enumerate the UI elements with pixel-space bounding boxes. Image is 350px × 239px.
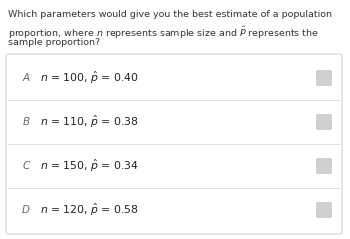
Text: $n$ = 110, $\hat{p}$ = 0.38: $n$ = 110, $\hat{p}$ = 0.38 bbox=[40, 114, 139, 130]
Text: $n$ = 100, $\hat{p}$ = 0.40: $n$ = 100, $\hat{p}$ = 0.40 bbox=[40, 70, 139, 86]
Text: Which parameters would give you the best estimate of a population: Which parameters would give you the best… bbox=[8, 10, 332, 19]
Text: $n$ = 120, $\hat{p}$ = 0.58: $n$ = 120, $\hat{p}$ = 0.58 bbox=[40, 202, 139, 218]
Text: D: D bbox=[22, 205, 30, 215]
FancyBboxPatch shape bbox=[316, 114, 331, 130]
Text: $n$ = 150, $\hat{p}$ = 0.34: $n$ = 150, $\hat{p}$ = 0.34 bbox=[40, 158, 139, 174]
FancyBboxPatch shape bbox=[316, 71, 331, 86]
FancyBboxPatch shape bbox=[316, 202, 331, 217]
FancyBboxPatch shape bbox=[6, 54, 342, 234]
Text: C: C bbox=[22, 161, 30, 171]
Text: A: A bbox=[22, 73, 29, 83]
Text: sample proportion?: sample proportion? bbox=[8, 38, 100, 47]
Text: B: B bbox=[22, 117, 29, 127]
FancyBboxPatch shape bbox=[316, 158, 331, 174]
Text: proportion, where $n$ represents sample size and $\hat{P}$ represents the: proportion, where $n$ represents sample … bbox=[8, 24, 319, 41]
